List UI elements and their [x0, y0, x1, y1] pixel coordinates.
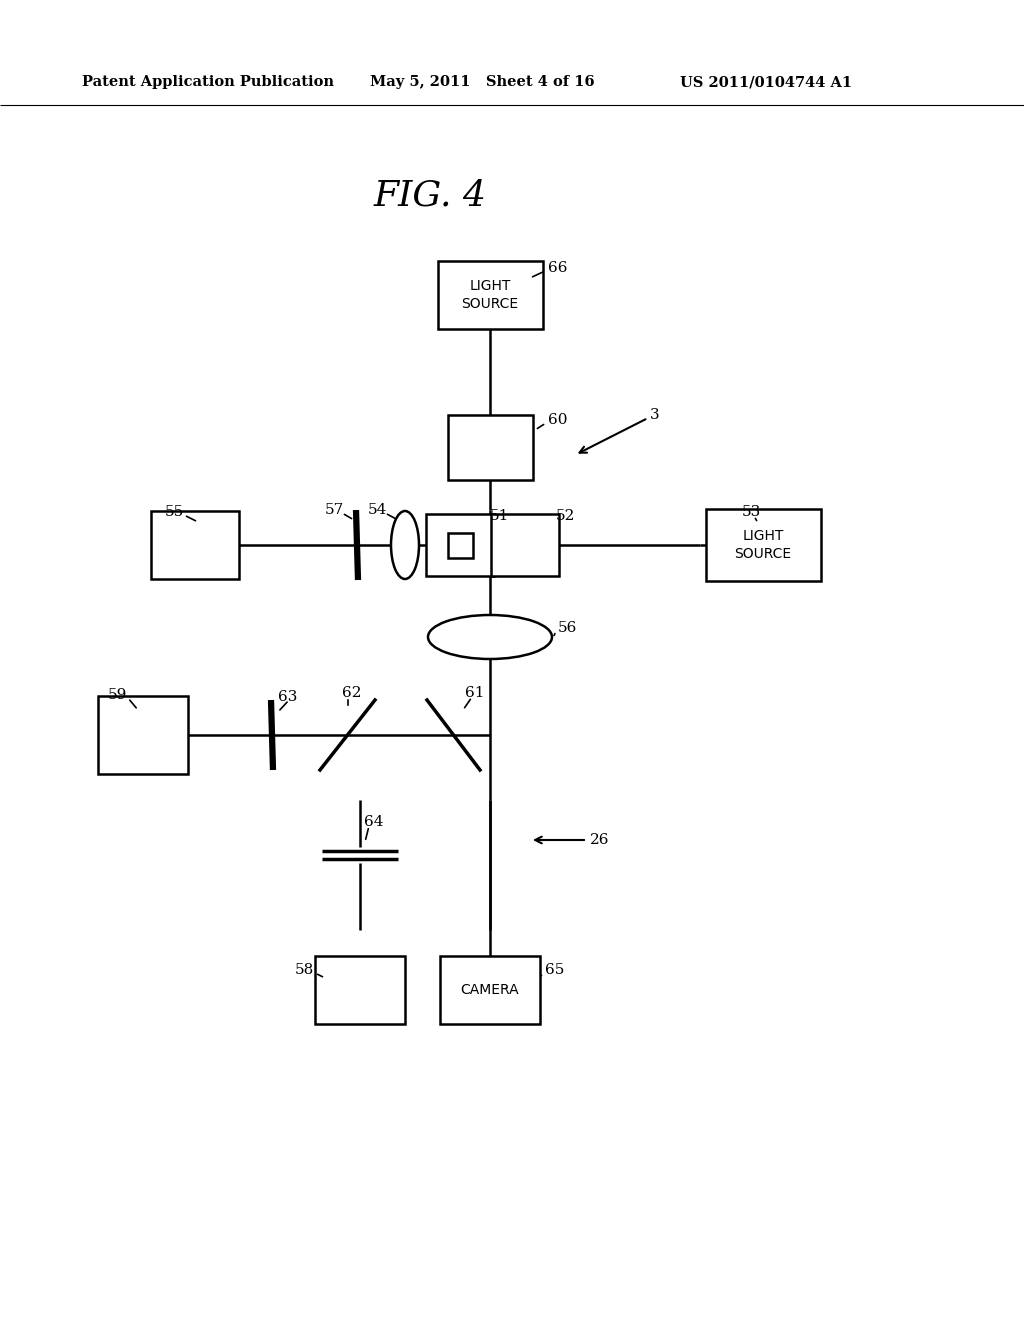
Ellipse shape [428, 615, 552, 659]
Bar [447, 414, 532, 479]
Bar [490, 513, 559, 576]
Text: 64: 64 [364, 814, 384, 829]
Text: 61: 61 [465, 686, 484, 700]
Text: May 5, 2011   Sheet 4 of 16: May 5, 2011 Sheet 4 of 16 [370, 75, 595, 88]
Text: 54: 54 [368, 503, 387, 517]
Text: 51: 51 [490, 510, 509, 523]
Text: US 2011/0104744 A1: US 2011/0104744 A1 [680, 75, 852, 88]
Bar [706, 510, 820, 581]
Text: 52: 52 [556, 510, 575, 523]
Bar [151, 511, 239, 579]
Bar [426, 513, 494, 576]
Text: 59: 59 [108, 688, 127, 702]
Bar [98, 696, 188, 774]
Text: 56: 56 [558, 620, 578, 635]
Bar [315, 956, 406, 1024]
Bar [447, 532, 472, 557]
Ellipse shape [391, 511, 419, 579]
Text: 62: 62 [342, 686, 361, 700]
Text: 66: 66 [548, 261, 567, 275]
Text: 57: 57 [325, 503, 344, 517]
Text: 58: 58 [295, 964, 314, 977]
Text: 26: 26 [590, 833, 609, 847]
Text: Patent Application Publication: Patent Application Publication [82, 75, 334, 88]
Text: FIG. 4: FIG. 4 [374, 178, 486, 213]
Text: 53: 53 [742, 506, 761, 519]
Bar [440, 956, 540, 1024]
Text: CAMERA: CAMERA [461, 983, 519, 997]
Text: LIGHT
SOURCE: LIGHT SOURCE [734, 529, 792, 561]
Bar [437, 261, 543, 329]
Text: 65: 65 [545, 964, 564, 977]
Text: 60: 60 [548, 413, 567, 426]
Text: 55: 55 [165, 506, 184, 519]
Text: LIGHT
SOURCE: LIGHT SOURCE [462, 279, 518, 312]
Text: 63: 63 [278, 690, 297, 704]
Text: 3: 3 [650, 408, 659, 422]
